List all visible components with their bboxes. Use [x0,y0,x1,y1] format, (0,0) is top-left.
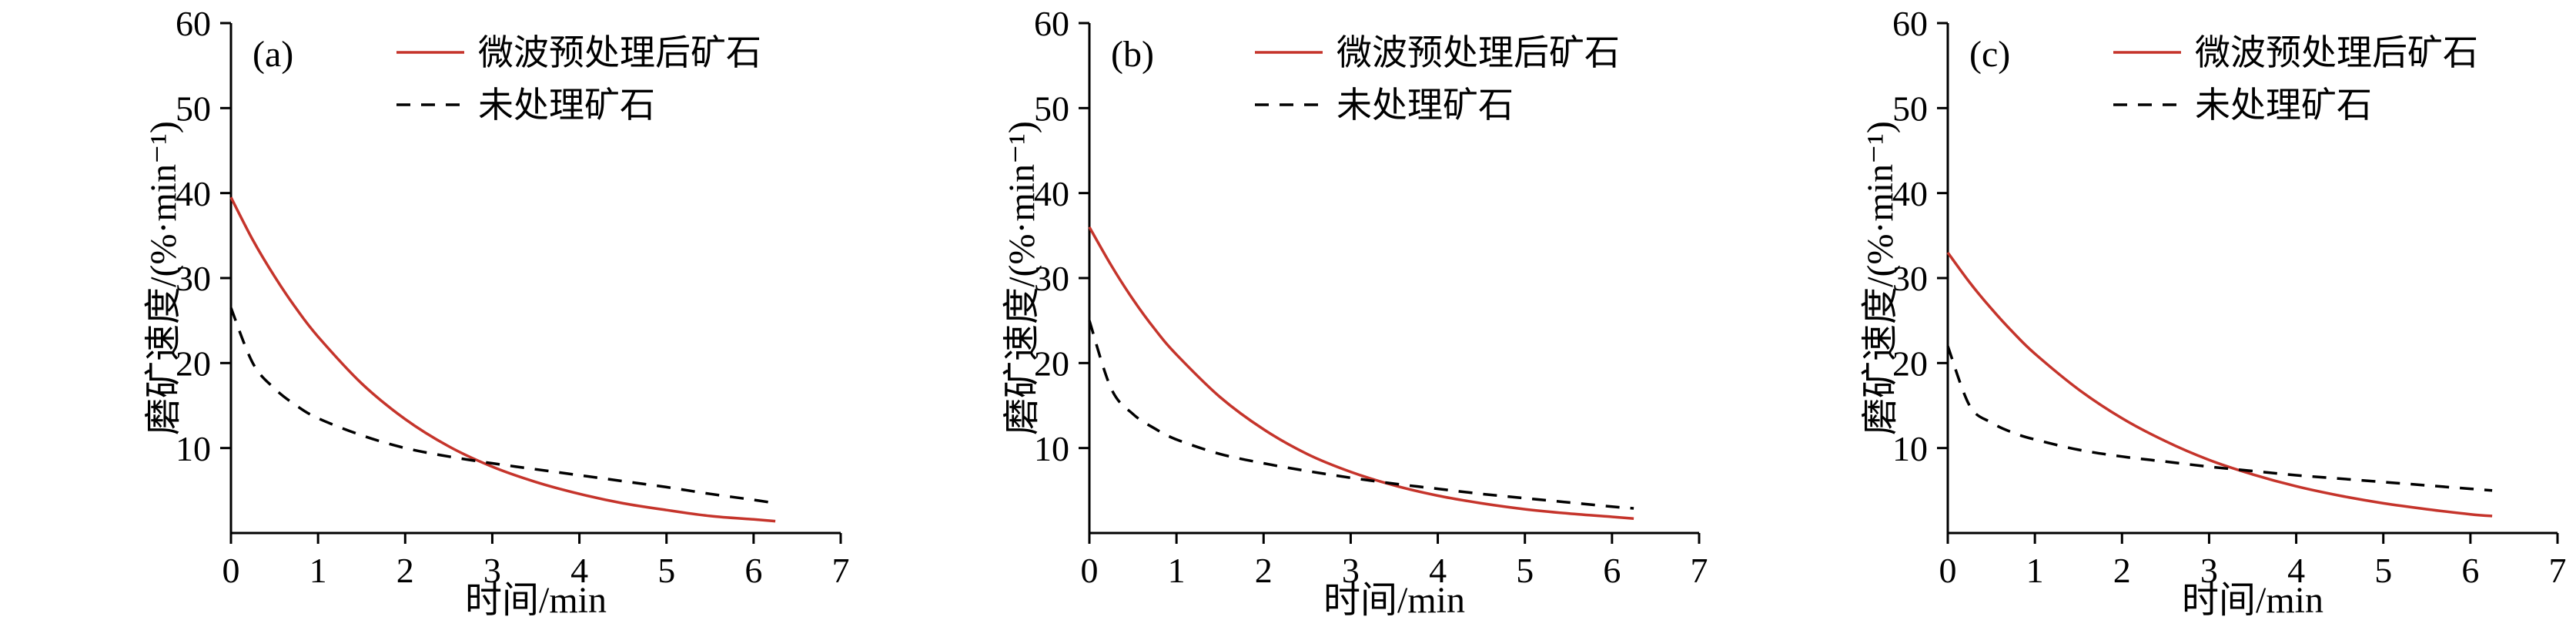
y-tick-label: 40 [176,174,211,213]
series-line [1088,226,1634,520]
legend-label: 未处理矿石 [1337,85,1514,125]
legend-label: 微波预处理后矿石 [1337,33,1620,72]
y-tick-label: 10 [1034,429,1069,468]
series-line [1088,320,1634,510]
y-axis-label: 磨矿速度/(%·min⁻¹) [143,121,184,435]
chart-panel-a: 10 20 30 40 50 60 0 1 2 3 4 5 6 7 磨矿速度/(%·min⁻¹) 时间/min… [0,0,858,637]
x-axis-label: 时间/min [465,580,607,621]
y-tick-label: 60 [1892,4,1928,43]
y-tick-label: 10 [176,429,211,468]
x-axis-label: 时间/min [2182,580,2323,621]
panel-label: (a) [253,34,293,75]
y-tick-label: 30 [1034,259,1069,298]
x-tick-label: 0 [222,551,240,590]
y-tick-label: 60 [176,4,211,43]
y-tick-label: 40 [1892,174,1928,213]
x-tick-label: 3 [2200,551,2218,590]
y-tick-label: 60 [1034,4,1069,43]
x-tick-label: 6 [2461,551,2479,590]
x-tick-label: 1 [309,551,327,590]
y-axis-label: 磨矿速度/(%·min⁻¹) [1860,121,1901,435]
x-tick-label: 2 [1255,551,1273,590]
x-tick-label: 6 [1603,551,1621,590]
x-tick-label: 5 [2374,551,2392,590]
x-tick-label: 7 [832,551,850,590]
y-tick-label: 50 [1034,89,1069,128]
legend-label: 未处理矿石 [478,85,655,125]
x-axis-label: 时间/min [1323,580,1465,621]
x-tick-label: 5 [657,551,675,590]
y-tick-label: 50 [1892,89,1928,128]
legend-label: 未处理矿石 [2195,85,2372,125]
y-tick-label: 40 [1034,174,1069,213]
chart-a-svg: 10 20 30 40 50 60 0 1 2 3 4 5 6 7 磨矿速度/(%·min⁻¹) 时间/min… [143,4,850,621]
y-tick-label: 50 [176,89,211,128]
x-tick-label: 7 [2549,551,2567,590]
chart-panel-b: 10 20 30 40 50 60 0 1 2 3 4 5 6 7 磨矿速度/(%·min⁻¹) 时间/min… [858,0,1717,637]
x-tick-label: 1 [1168,551,1186,590]
panel-label: (b) [1111,34,1154,75]
y-tick-label: 30 [176,259,211,298]
panel-label: (c) [1969,34,2010,75]
series-line [1946,345,2493,492]
y-tick-label: 20 [1034,344,1069,383]
series-line [229,307,776,505]
y-tick-label: 10 [1892,429,1928,468]
y-tick-label: 30 [1892,259,1928,298]
chart-b-svg: 10 20 30 40 50 60 0 1 2 3 4 5 6 7 磨矿速度/(%·min⁻¹) 时间/min… [1002,4,1708,621]
x-tick-label: 5 [1516,551,1534,590]
y-tick-label: 20 [1892,344,1928,383]
legend-label: 微波预处理后矿石 [478,33,761,72]
x-tick-label: 3 [483,551,501,590]
series-line [229,196,776,523]
x-tick-label: 7 [1691,551,1708,590]
series-line [1946,251,2493,518]
chart-c-svg: 10 20 30 40 50 60 0 1 2 3 4 5 6 7 磨矿速度/(%·min⁻¹) 时间/min… [1860,4,2567,621]
x-tick-label: 4 [2287,551,2305,590]
x-tick-label: 4 [570,551,588,590]
x-tick-label: 4 [1429,551,1447,590]
chart-panel-c: 10 20 30 40 50 60 0 1 2 3 4 5 6 7 磨矿速度/(%·min⁻¹) 时间/min… [1717,0,2575,637]
x-tick-label: 6 [744,551,762,590]
y-axis-label: 磨矿速度/(%·min⁻¹) [1002,121,1042,435]
y-tick-label: 20 [176,344,211,383]
legend-label: 微波预处理后矿石 [2195,33,2478,72]
x-tick-label: 2 [396,551,414,590]
x-tick-label: 2 [2113,551,2131,590]
x-tick-label: 0 [1939,551,1957,590]
x-tick-label: 1 [2026,551,2044,590]
x-tick-label: 0 [1081,551,1099,590]
x-tick-label: 3 [1342,551,1360,590]
